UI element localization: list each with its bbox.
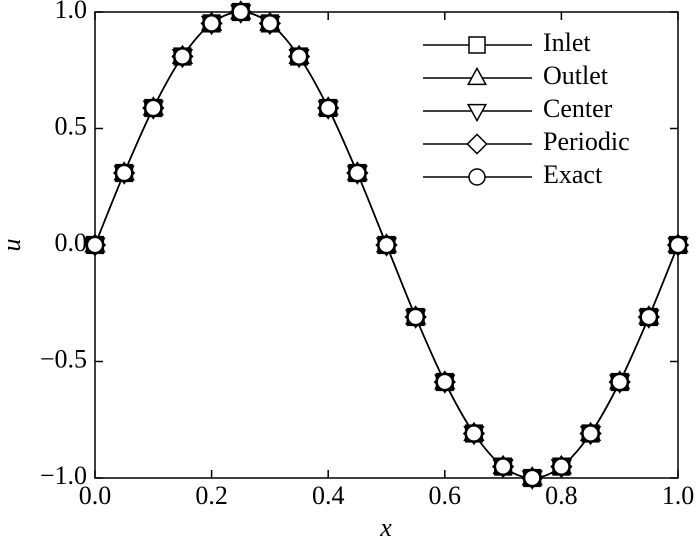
- x-tick-label: 0.4: [312, 481, 345, 510]
- marker: [377, 235, 396, 255]
- x-axis-label: x: [379, 513, 392, 542]
- legend-label: Inlet: [543, 28, 591, 57]
- marker: [610, 372, 629, 392]
- marker: [260, 14, 279, 33]
- marker: [464, 424, 484, 443]
- y-tick-label: 1.0: [55, 0, 88, 24]
- y-tick-label: 0.5: [55, 111, 88, 140]
- legend-label: Exact: [543, 160, 603, 189]
- x-tick-label: 1.0: [662, 481, 695, 510]
- marker: [231, 2, 250, 22]
- x-tick-label: 0.2: [195, 481, 228, 510]
- marker: [494, 457, 513, 476]
- marker: [289, 47, 309, 66]
- marker: [144, 98, 163, 118]
- marker: [348, 163, 367, 183]
- marker: [581, 424, 600, 443]
- marker: [468, 168, 486, 186]
- marker: [173, 47, 192, 66]
- x-tick-label: 0.6: [429, 481, 462, 510]
- marker: [468, 36, 486, 54]
- marker: [639, 307, 658, 327]
- marker: [115, 163, 134, 183]
- x-tick-label: 0.8: [545, 481, 578, 510]
- y-axis-label: u: [0, 239, 26, 252]
- marker: [523, 468, 542, 488]
- y-tick-label: −1.0: [40, 461, 87, 490]
- legend-label: Periodic: [543, 127, 630, 156]
- marker: [668, 235, 688, 255]
- marker: [319, 98, 338, 118]
- marker: [552, 457, 571, 476]
- marker: [466, 133, 488, 155]
- marker: [406, 307, 425, 327]
- x-tick-label: 0.0: [79, 481, 112, 510]
- marker: [85, 235, 105, 255]
- y-tick-label: −0.5: [40, 344, 87, 373]
- marker: [466, 66, 488, 86]
- marker: [466, 103, 488, 123]
- legend-label: Center: [543, 94, 613, 123]
- legend-label: Outlet: [543, 61, 609, 90]
- marker: [435, 372, 454, 392]
- marker: [202, 14, 221, 33]
- y-tick-label: 0.0: [55, 228, 88, 257]
